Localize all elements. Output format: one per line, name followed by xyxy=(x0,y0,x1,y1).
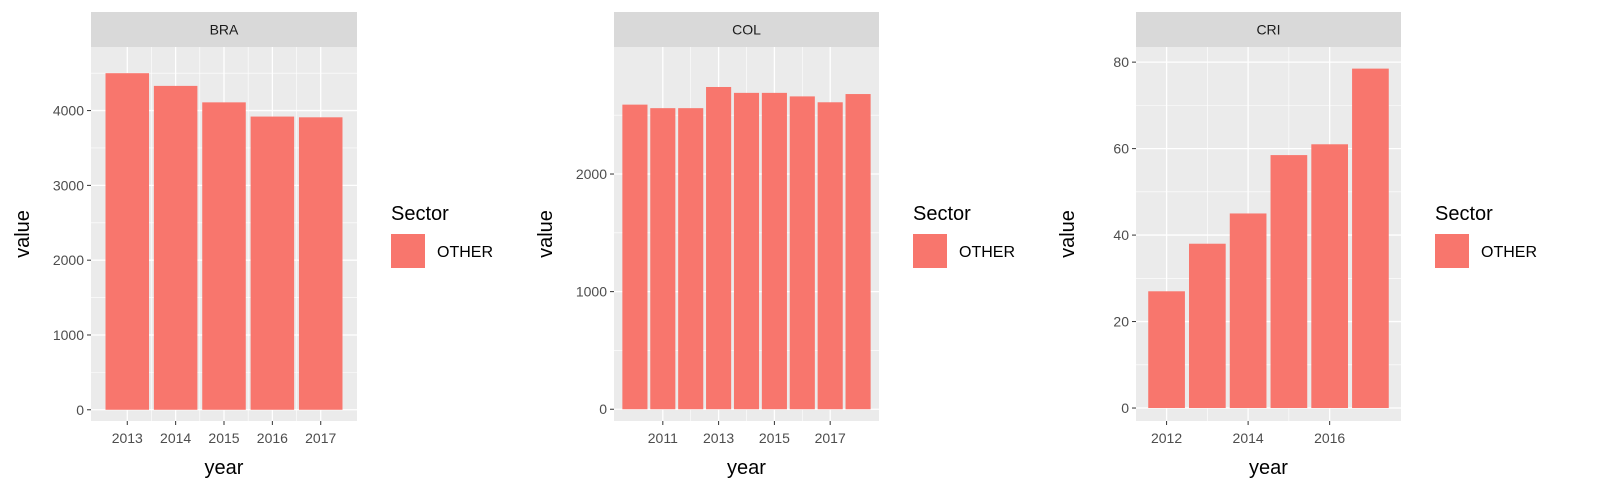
bar xyxy=(105,73,150,410)
bar xyxy=(706,86,732,410)
legend-key xyxy=(391,234,425,268)
y-tick-label: 1000 xyxy=(576,284,607,300)
bar xyxy=(1148,291,1185,409)
bar xyxy=(250,116,295,410)
x-tick-label: 2014 xyxy=(160,430,191,446)
x-tick-label: 2013 xyxy=(112,430,143,446)
bar xyxy=(817,102,843,410)
y-axis-title: value xyxy=(1057,210,1079,258)
facet-strip-label: CRI xyxy=(1256,22,1280,38)
bar xyxy=(1352,68,1389,409)
bar xyxy=(153,85,198,410)
facet-strip-label: COL xyxy=(732,22,761,38)
facet-strip xyxy=(91,12,357,47)
facet-chart-cri: CRI 0 20 40 60 80 2012 2014 2016 year value Sector O… xyxy=(1057,12,1537,479)
x-axis-title: year xyxy=(205,457,244,479)
bar xyxy=(733,92,760,410)
y-tick-label: 2000 xyxy=(53,252,84,268)
bar xyxy=(1229,213,1267,409)
bar xyxy=(1311,144,1348,409)
y-tick-label: 1000 xyxy=(53,327,84,343)
bar xyxy=(789,96,815,410)
facet-strip xyxy=(614,12,879,47)
bar xyxy=(678,108,704,410)
x-tick-label: 2011 xyxy=(648,430,678,446)
legend-title: Sector xyxy=(913,203,971,225)
x-tick-label: 2013 xyxy=(703,430,734,446)
legend-key xyxy=(1435,234,1469,268)
facet-chart-col: COL 0 1000 2000 2011 2013 2015 2017 year value Sec… xyxy=(535,12,1015,479)
bar xyxy=(761,92,787,410)
y-axis-title: value xyxy=(12,210,34,258)
x-tick-label: 2017 xyxy=(305,430,336,446)
y-tick-label: 0 xyxy=(599,401,607,417)
x-tick-label: 2015 xyxy=(759,430,790,446)
facet-strip-label: BRA xyxy=(210,22,239,38)
legend-title: Sector xyxy=(391,203,449,225)
y-tick-label: 4000 xyxy=(53,103,84,119)
y-tick-label: 0 xyxy=(76,402,84,418)
y-tick-label: 40 xyxy=(1113,227,1129,243)
x-axis-title: year xyxy=(727,457,766,479)
x-tick-label: 2017 xyxy=(815,430,846,446)
legend-entry: OTHER xyxy=(1481,244,1537,261)
bar xyxy=(298,117,343,410)
facet-chart-bra: BRA 0 1000 2000 3000 4000 2013 2014 2015 2016 2017… xyxy=(12,12,493,479)
y-axis-title: value xyxy=(535,210,557,258)
y-tick-label: 20 xyxy=(1113,314,1129,330)
bar xyxy=(1189,243,1226,409)
bar xyxy=(202,102,246,410)
y-tick-label: 3000 xyxy=(53,177,84,193)
bar xyxy=(650,108,676,410)
x-axis-title: year xyxy=(1249,457,1288,479)
y-tick-label: 0 xyxy=(1121,400,1129,416)
legend-entry: OTHER xyxy=(959,244,1015,261)
x-tick-label: 2014 xyxy=(1233,430,1264,446)
bar xyxy=(845,94,871,410)
bar xyxy=(1270,155,1308,409)
bar xyxy=(622,104,648,410)
y-tick-label: 2000 xyxy=(576,166,607,182)
legend-title: Sector xyxy=(1435,203,1493,225)
x-tick-label: 2012 xyxy=(1151,430,1182,446)
x-tick-label: 2015 xyxy=(208,430,239,446)
x-tick-label: 2016 xyxy=(1314,430,1345,446)
legend-entry: OTHER xyxy=(437,244,493,261)
y-tick-label: 80 xyxy=(1113,54,1129,70)
legend-key xyxy=(913,234,947,268)
facet-strip xyxy=(1136,12,1401,47)
y-tick-label: 60 xyxy=(1113,141,1129,157)
x-tick-label: 2016 xyxy=(257,430,288,446)
